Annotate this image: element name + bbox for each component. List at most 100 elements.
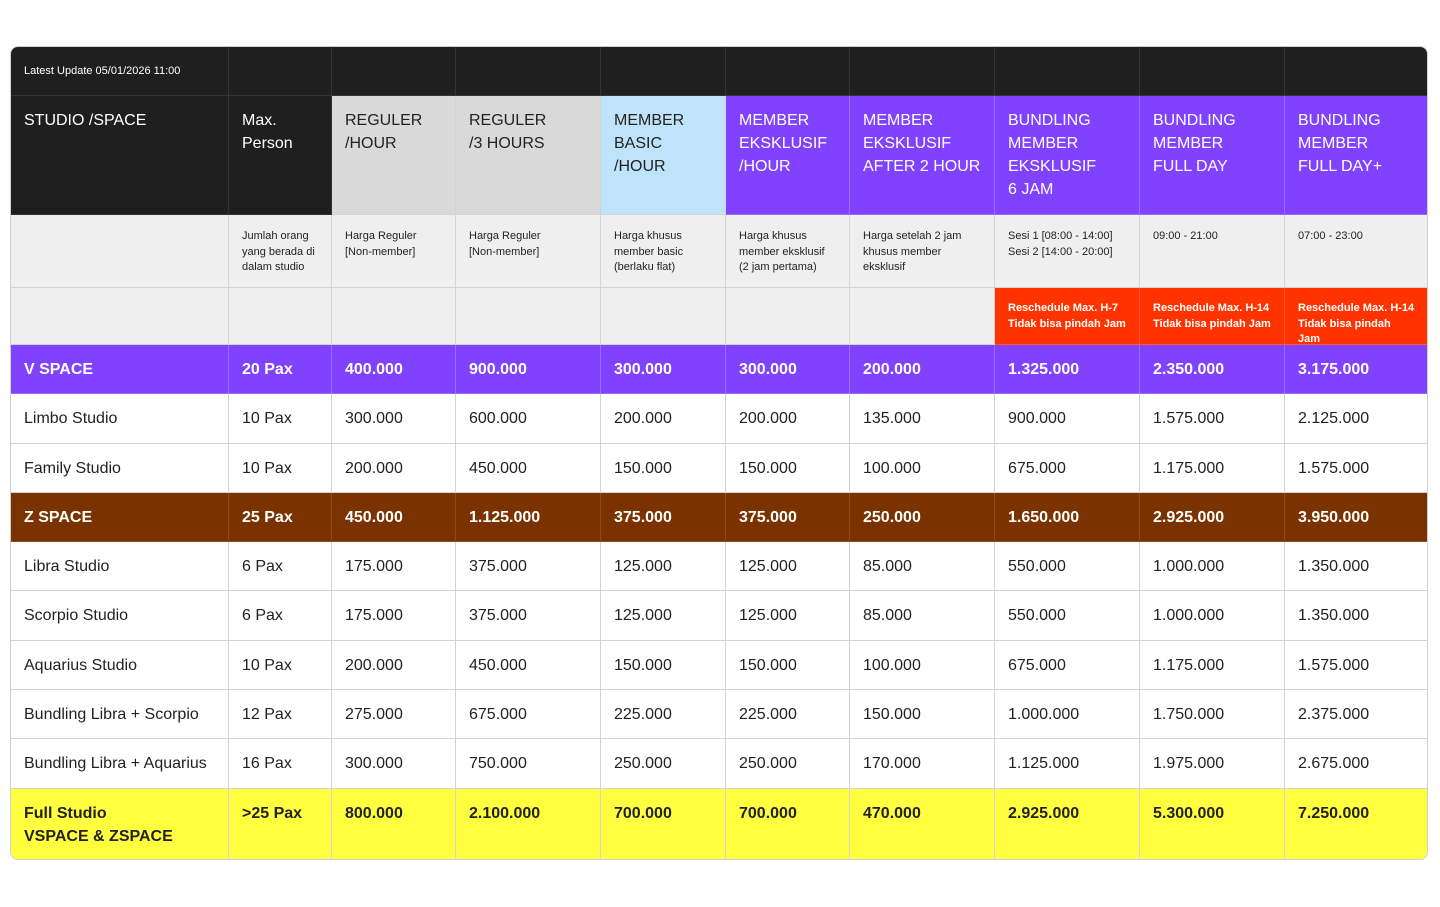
price: 150.000 xyxy=(601,641,726,690)
column-note: Harga Reguler [Non-member] xyxy=(456,215,601,288)
price: 550.000 xyxy=(995,591,1140,641)
note-cell xyxy=(456,288,601,345)
price: 1.000.000 xyxy=(995,690,1140,739)
price: 125.000 xyxy=(726,591,850,641)
column-header: MEMBER BASIC /HOUR xyxy=(601,96,726,215)
price: 800.000 xyxy=(332,789,456,859)
capacity: 12 Pax xyxy=(229,690,332,739)
price: 700.000 xyxy=(601,789,726,859)
price: 1.175.000 xyxy=(1140,444,1285,493)
column-note: Harga khusus member basic (berlaku flat) xyxy=(601,215,726,288)
price: 375.000 xyxy=(456,591,601,641)
price: 200.000 xyxy=(332,641,456,690)
price: 450.000 xyxy=(456,641,601,690)
capacity: 10 Pax xyxy=(229,394,332,444)
price-table: Latest Update 05/01/2026 11:00 STUDIO /SP… xyxy=(10,46,1428,860)
price: 450.000 xyxy=(456,444,601,493)
price: 1.975.000 xyxy=(1140,739,1285,789)
price: 375.000 xyxy=(601,493,726,542)
price: 900.000 xyxy=(456,345,601,394)
note-cell xyxy=(332,288,456,345)
price: 2.375.000 xyxy=(1285,690,1427,739)
capacity: 6 Pax xyxy=(229,542,332,591)
capacity: 6 Pax xyxy=(229,591,332,641)
top-bar-cell xyxy=(1285,47,1427,96)
price: 200.000 xyxy=(850,345,995,394)
price: 150.000 xyxy=(850,690,995,739)
price: 1.575.000 xyxy=(1140,394,1285,444)
column-header: MEMBER EKSKLUSIF /HOUR xyxy=(726,96,850,215)
top-bar-cell xyxy=(995,47,1140,96)
studio-name: Z SPACE xyxy=(11,493,229,542)
column-note: 07:00 - 23:00 xyxy=(1285,215,1427,288)
price: 2.125.000 xyxy=(1285,394,1427,444)
price: 135.000 xyxy=(850,394,995,444)
price: 125.000 xyxy=(601,542,726,591)
reschedule-note: Reschedule Max. H-7 Tidak bisa pindah Ja… xyxy=(995,288,1140,345)
price: 675.000 xyxy=(995,641,1140,690)
note-cell xyxy=(11,215,229,288)
price: 300.000 xyxy=(601,345,726,394)
price: 300.000 xyxy=(726,345,850,394)
top-bar-cell xyxy=(1140,47,1285,96)
price: 250.000 xyxy=(601,739,726,789)
price: 225.000 xyxy=(726,690,850,739)
note-cell xyxy=(601,288,726,345)
reschedule-note: Reschedule Max. H-14 Tidak bisa pindah J… xyxy=(1285,288,1427,345)
price: 1.575.000 xyxy=(1285,444,1427,493)
note-cell xyxy=(11,288,229,345)
price: 150.000 xyxy=(726,444,850,493)
column-note: Sesi 1 [08:00 - 14:00] Sesi 2 [14:00 - 2… xyxy=(995,215,1140,288)
price: 7.250.000 xyxy=(1285,789,1427,859)
price: 675.000 xyxy=(456,690,601,739)
studio-name: Family Studio xyxy=(11,444,229,493)
column-header: MEMBER EKSKLUSIF AFTER 2 HOUR xyxy=(850,96,995,215)
price: 3.950.000 xyxy=(1285,493,1427,542)
column-header: BUNDLING MEMBER EKSKLUSIF 6 JAM xyxy=(995,96,1140,215)
price: 1.175.000 xyxy=(1140,641,1285,690)
price: 85.000 xyxy=(850,542,995,591)
price: 2.350.000 xyxy=(1140,345,1285,394)
price: 150.000 xyxy=(726,641,850,690)
studio-name: Scorpio Studio xyxy=(11,591,229,641)
column-header: BUNDLING MEMBER FULL DAY+ xyxy=(1285,96,1427,215)
column-note: Jumlah orang yang berada di dalam studio xyxy=(229,215,332,288)
note-cell xyxy=(726,288,850,345)
top-bar-cell xyxy=(229,47,332,96)
price: 100.000 xyxy=(850,444,995,493)
column-header: BUNDLING MEMBER FULL DAY xyxy=(1140,96,1285,215)
price: 275.000 xyxy=(332,690,456,739)
price: 750.000 xyxy=(456,739,601,789)
capacity: >25 Pax xyxy=(229,789,332,859)
price: 175.000 xyxy=(332,591,456,641)
price: 2.100.000 xyxy=(456,789,601,859)
column-note: 09:00 - 21:00 xyxy=(1140,215,1285,288)
price: 900.000 xyxy=(995,394,1140,444)
studio-name: Bundling Libra + Scorpio xyxy=(11,690,229,739)
studio-name: Full Studio VSPACE & ZSPACE xyxy=(11,789,229,859)
price: 200.000 xyxy=(601,394,726,444)
note-cell xyxy=(850,288,995,345)
capacity: 25 Pax xyxy=(229,493,332,542)
studio-name: V SPACE xyxy=(11,345,229,394)
column-header: STUDIO /SPACE xyxy=(11,96,229,215)
top-bar-cell xyxy=(601,47,726,96)
price: 125.000 xyxy=(726,542,850,591)
price: 375.000 xyxy=(726,493,850,542)
price: 1.000.000 xyxy=(1140,542,1285,591)
price: 1.325.000 xyxy=(995,345,1140,394)
price: 2.675.000 xyxy=(1285,739,1427,789)
price: 85.000 xyxy=(850,591,995,641)
price: 1.000.000 xyxy=(1140,591,1285,641)
reschedule-note: Reschedule Max. H-14 Tidak bisa pindah J… xyxy=(1140,288,1285,345)
price: 1.575.000 xyxy=(1285,641,1427,690)
capacity: 16 Pax xyxy=(229,739,332,789)
note-cell xyxy=(229,288,332,345)
price: 200.000 xyxy=(726,394,850,444)
price: 170.000 xyxy=(850,739,995,789)
price: 600.000 xyxy=(456,394,601,444)
price: 1.750.000 xyxy=(1140,690,1285,739)
price: 2.925.000 xyxy=(1140,493,1285,542)
studio-name: Aquarius Studio xyxy=(11,641,229,690)
